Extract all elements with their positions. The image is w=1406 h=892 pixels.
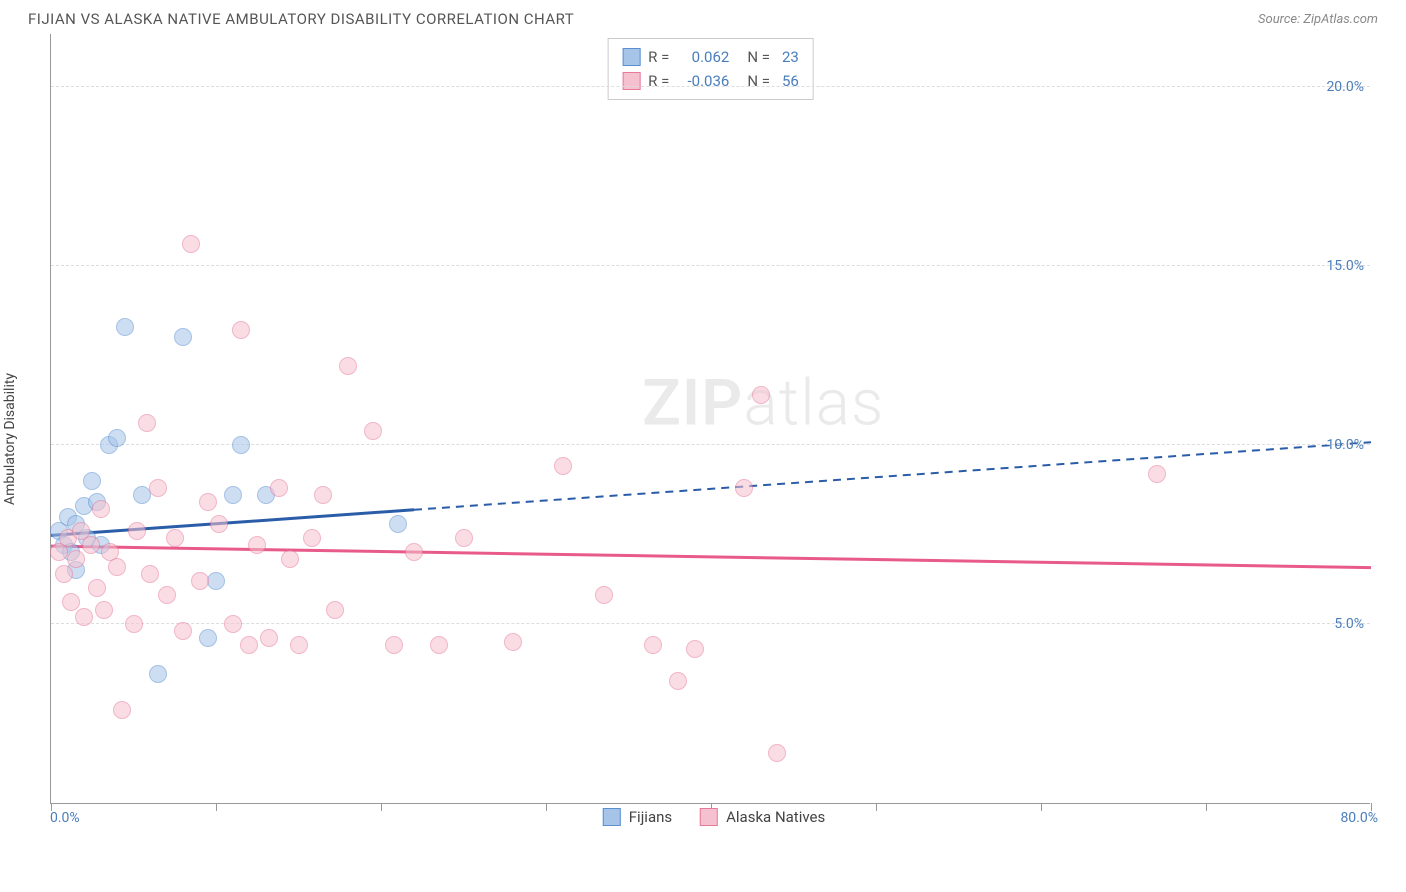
r-label: R = [648,69,669,93]
scatter-point [260,629,278,647]
scatter-point [128,522,146,540]
scatter-point [389,515,407,533]
scatter-point [686,640,704,658]
scatter-point [405,543,423,561]
scatter-point [326,601,344,619]
r-value: 0.062 [677,45,729,69]
scatter-point [504,633,522,651]
scatter-point [240,636,258,654]
n-label: N = [747,45,770,69]
gridline [51,86,1370,87]
scatter-point [270,479,288,497]
chart-container: Ambulatory Disability ZIPatlas R =0.062N… [28,34,1378,828]
r-label: R = [648,45,669,69]
scatter-point [55,565,73,583]
scatter-point [281,550,299,568]
correlation-stat-box: R = 0.062 N = 23 R = -0.036 N = 56 [607,38,814,100]
stat-row: R = 0.062 N = 23 [622,45,799,69]
scatter-point [752,386,770,404]
scatter-point [108,429,126,447]
legend-swatch [622,72,640,90]
gridline [51,623,1370,624]
legend-item: Alaska Natives [700,808,825,826]
n-value: 23 [782,45,799,69]
scatter-point [595,586,613,604]
legend-label: Alaska Natives [726,808,825,826]
scatter-point [303,529,321,547]
scatter-point [364,422,382,440]
scatter-point [182,235,200,253]
scatter-point [133,486,151,504]
n-label: N = [747,69,770,93]
scatter-point [83,472,101,490]
source-attribution: Source: ZipAtlas.com [1258,12,1378,27]
y-axis-label: Ambulatory Disability [2,373,18,505]
scatter-point [455,529,473,547]
scatter-point [199,629,217,647]
scatter-point [430,636,448,654]
legend-item: Fijians [603,808,672,826]
legend-swatch [603,808,621,826]
scatter-point [199,493,217,511]
scatter-point [1148,465,1166,483]
legend-swatch [622,48,640,66]
scatter-point [210,515,228,533]
scatter-plot: ZIPatlas R =0.062N =23R =-0.036N =56 5.0… [50,34,1370,804]
y-tick-label: 20.0% [1326,79,1364,95]
scatter-point [67,550,85,568]
scatter-point [669,672,687,690]
scatter-point [224,615,242,633]
scatter-point [158,586,176,604]
scatter-point [224,486,242,504]
scatter-point [125,615,143,633]
scatter-point [108,558,126,576]
scatter-point [174,622,192,640]
scatter-point [149,665,167,683]
gridline [51,265,1370,266]
scatter-point [141,565,159,583]
scatter-point [174,328,192,346]
scatter-point [149,479,167,497]
scatter-point [207,572,225,590]
chart-title: FIJIAN VS ALASKA NATIVE AMBULATORY DISAB… [28,10,574,28]
legend-label: Fijians [629,808,672,826]
scatter-point [232,321,250,339]
scatter-point [75,608,93,626]
scatter-point [191,572,209,590]
scatter-point [62,593,80,611]
scatter-point [138,414,156,432]
scatter-point [116,318,134,336]
scatter-point [554,457,572,475]
scatter-point [166,529,184,547]
scatter-point [113,701,131,719]
scatter-point [95,601,113,619]
x-min-label: 0.0% [50,810,80,826]
y-tick-label: 15.0% [1326,258,1364,274]
scatter-point [82,536,100,554]
y-tick-label: 10.0% [1326,437,1364,453]
scatter-point [92,500,110,518]
n-value: 56 [782,69,799,93]
scatter-point [385,636,403,654]
scatter-point [339,357,357,375]
x-max-label: 80.0% [1340,810,1378,826]
scatter-point [644,636,662,654]
series-legend: Fijians Alaska Natives [603,808,825,826]
scatter-point [88,579,106,597]
scatter-point [248,536,266,554]
y-tick-label: 5.0% [1334,616,1364,632]
scatter-point [768,744,786,762]
scatter-point [735,479,753,497]
scatter-point [290,636,308,654]
scatter-point [314,486,332,504]
trend-lines [51,34,1371,804]
legend-swatch [700,808,718,826]
stat-row: R = -0.036 N = 56 [622,69,799,93]
r-value: -0.036 [677,69,729,93]
scatter-point [232,436,250,454]
x-axis-labels: 0.0% 80.0% Fijians Alaska Natives [50,804,1378,828]
